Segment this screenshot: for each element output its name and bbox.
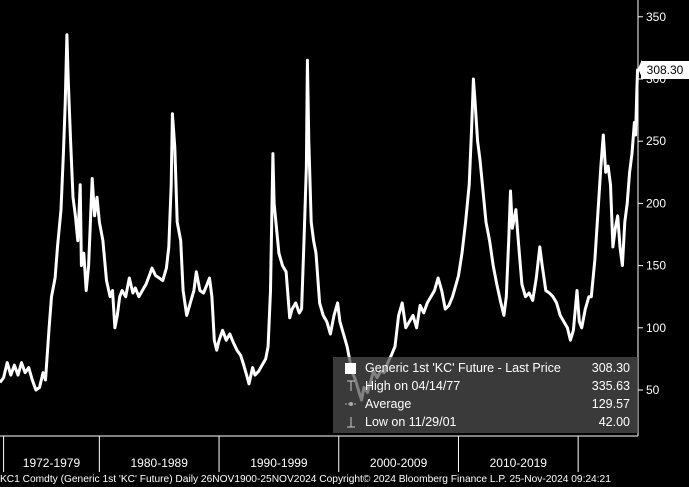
legend-value: 308.30 — [591, 361, 630, 375]
y-tick-label: 100 — [646, 321, 666, 335]
y-tick-label: 200 — [646, 196, 666, 210]
legend-label: High on 04/14/77 — [365, 379, 461, 393]
y-tick-label: 50 — [646, 383, 660, 397]
legend-value: 42.00 — [598, 415, 630, 429]
y-tick-label: 150 — [646, 259, 666, 273]
legend: Generic 1st 'KC' Future - Last Price 308… — [333, 357, 638, 433]
average-marker-icon — [345, 402, 357, 406]
legend-value: 335.63 — [591, 379, 630, 393]
high-marker-icon — [347, 380, 355, 391]
legend-label: Average — [365, 397, 412, 411]
legend-row-last-price: Generic 1st 'KC' Future - Last Price 308… — [341, 359, 630, 377]
x-tick-label: 1980-1989 — [131, 456, 189, 470]
y-tick-label: 250 — [646, 134, 666, 148]
y-tick-label: 350 — [646, 10, 666, 24]
legend-label: Low on 11/29/01 — [365, 415, 457, 429]
low-marker-icon — [347, 417, 355, 428]
series-swatch-icon — [345, 363, 356, 374]
x-tick-label: 2000-2009 — [370, 456, 428, 470]
series-line — [0, 33, 640, 402]
legend-row-low: Low on 11/29/01 42.00 — [341, 413, 630, 431]
legend-row-average: Average 129.57 — [341, 395, 630, 413]
legend-row-high: High on 04/14/77 335.63 — [341, 377, 630, 395]
x-tick-label: 1990-1999 — [250, 456, 308, 470]
legend-label: Generic 1st 'KC' Future - Last Price — [365, 361, 561, 375]
x-tick-label: 2010-2019 — [490, 456, 548, 470]
legend-value: 129.57 — [591, 397, 630, 411]
footer-source: KC1 Comdty (Generic 1st 'KC' Future) Dai… — [0, 474, 611, 485]
x-tick-label: 1972-1979 — [23, 456, 81, 470]
last-price-tag: 308.30 — [641, 61, 689, 79]
